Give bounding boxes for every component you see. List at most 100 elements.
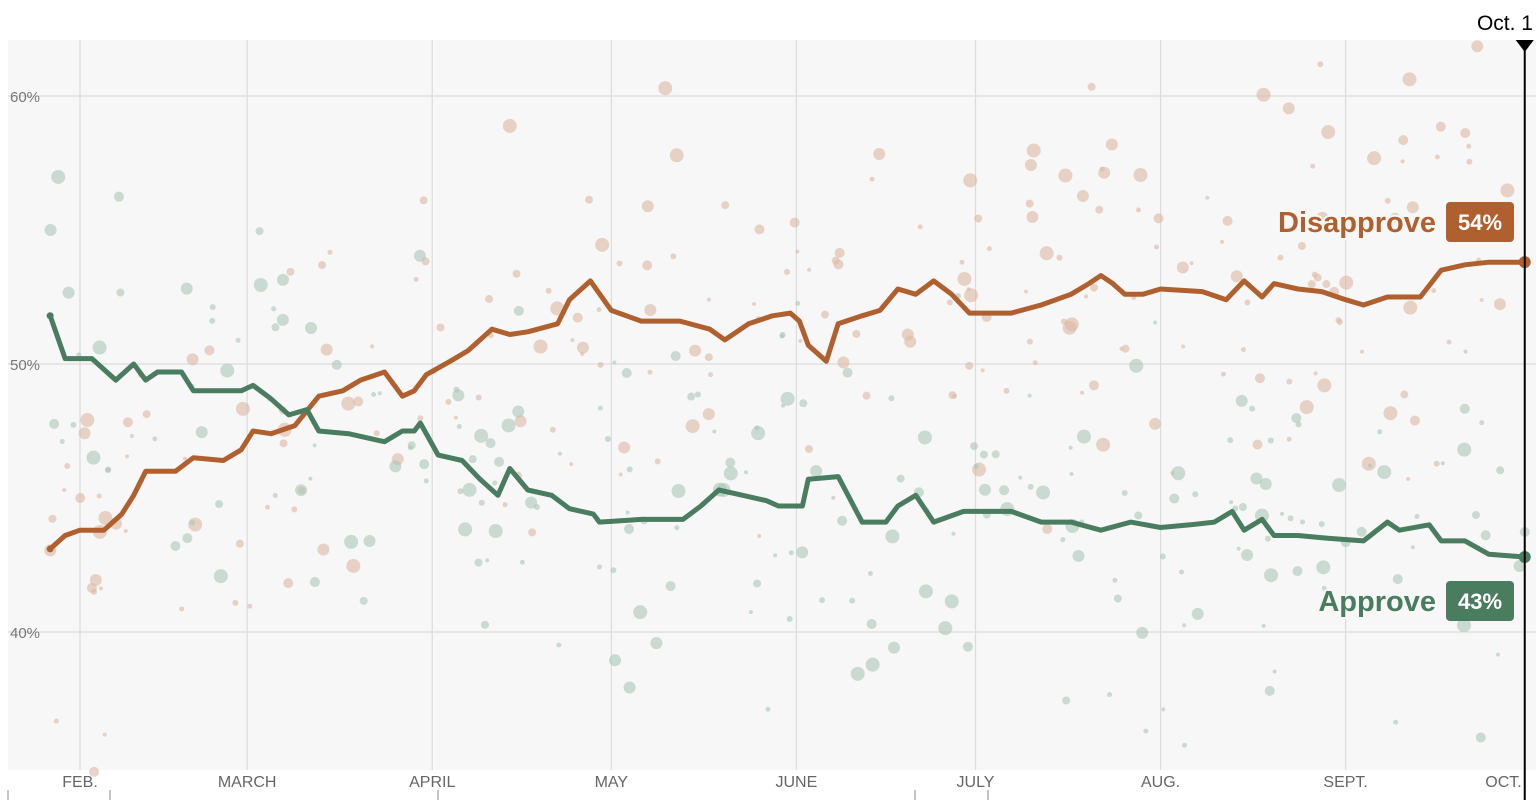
poll-dot <box>1256 87 1271 102</box>
poll-dot <box>1153 320 1158 325</box>
poll-dot <box>1466 143 1472 149</box>
poll-dot <box>456 424 462 430</box>
poll-dot <box>1466 158 1473 165</box>
poll-dot <box>980 368 985 373</box>
poll-dot <box>979 450 988 459</box>
poll-dot <box>1191 607 1204 620</box>
poll-dot <box>1361 456 1376 471</box>
poll-dot <box>373 430 380 437</box>
poll-dot <box>1068 445 1073 450</box>
poll-dot <box>1161 707 1166 712</box>
poll-dot <box>1249 405 1256 412</box>
poll-dot <box>866 618 877 629</box>
poll-dot <box>1479 298 1484 303</box>
poll-dot <box>1056 254 1063 261</box>
poll-dot <box>1087 82 1096 91</box>
poll-dot <box>62 286 75 299</box>
poll-dot <box>1171 466 1186 481</box>
poll-dot <box>1280 511 1285 516</box>
poll-dot <box>528 528 537 537</box>
poll-dot <box>89 766 100 777</box>
poll-dot <box>1292 566 1303 577</box>
poll-dot <box>436 323 445 332</box>
poll-dot <box>102 732 107 737</box>
poll-dot <box>1229 500 1234 505</box>
poll-dot <box>904 335 917 348</box>
poll-dot <box>1316 560 1331 575</box>
poll-dot <box>253 277 268 292</box>
poll-dot <box>1493 298 1506 311</box>
poll-dot <box>1471 510 1480 519</box>
poll-dot <box>331 359 342 370</box>
poll-dot <box>474 558 483 567</box>
poll-dot <box>235 337 241 343</box>
poll-dot <box>1496 466 1505 475</box>
poll-dot <box>917 224 923 230</box>
poll-dot <box>1377 429 1383 435</box>
poll-dot <box>917 430 932 445</box>
poll-dot <box>1440 461 1445 466</box>
poll-dot <box>312 443 317 448</box>
poll-dot <box>962 641 973 652</box>
poll-dot <box>1332 478 1347 493</box>
poll-dot <box>625 510 630 515</box>
poll-dot <box>973 463 979 469</box>
poll-dot <box>1390 212 1401 223</box>
poll-dot <box>1264 685 1275 696</box>
current-date-marker: Oct. 1 <box>1477 12 1534 800</box>
poll-dot <box>788 550 794 556</box>
poll-dot <box>1310 163 1316 169</box>
poll-dot <box>1244 299 1251 306</box>
poll-dot <box>888 641 901 654</box>
poll-dot <box>458 522 473 537</box>
poll-dot <box>53 718 59 724</box>
poll-dot <box>658 81 673 96</box>
poll-dot <box>49 418 60 429</box>
poll-dot <box>485 295 494 304</box>
poll-dot <box>612 360 617 365</box>
poll-dot <box>757 533 762 538</box>
poll-dot <box>1299 400 1314 415</box>
poll-dot <box>485 438 496 449</box>
poll-dot <box>215 500 224 509</box>
poll-dot <box>419 459 430 470</box>
poll-dot <box>1313 273 1322 282</box>
poll-dot <box>1112 577 1118 583</box>
poll-dot <box>98 511 113 526</box>
poll-dot <box>789 217 800 228</box>
poll-dot <box>595 237 610 252</box>
poll-dot <box>1267 437 1274 444</box>
poll-dot <box>1456 618 1471 633</box>
poll-dot <box>748 610 753 615</box>
poll-dot <box>1463 349 1468 354</box>
poll-dot <box>1088 380 1099 391</box>
poll-dot <box>501 418 516 433</box>
poll-dot <box>752 301 757 306</box>
poll-dot <box>1398 135 1409 146</box>
poll-dot <box>753 579 762 588</box>
poll-dot <box>873 148 886 161</box>
poll-dot <box>276 313 289 326</box>
poll-dot <box>773 553 778 558</box>
poll-dot <box>96 493 102 499</box>
poll-dot <box>452 389 465 402</box>
poll-dot <box>1286 378 1293 385</box>
poll-dot <box>621 368 632 379</box>
poll-dot <box>389 460 402 473</box>
poll-dot <box>963 173 978 188</box>
poll-dot <box>1313 371 1318 376</box>
poll-dot <box>948 391 957 400</box>
poll-dot <box>1153 213 1164 224</box>
poll-dot <box>453 386 460 393</box>
poll-dot <box>129 433 134 438</box>
poll-dot <box>1307 280 1316 289</box>
poll-dot <box>59 439 65 445</box>
poll-dot <box>286 267 295 276</box>
poll-dot <box>86 450 101 465</box>
poll-dot <box>641 200 654 213</box>
poll-dot <box>1377 465 1392 480</box>
poll-dot <box>533 503 540 510</box>
y-tick-label: 50% <box>10 357 40 374</box>
poll-dot <box>743 470 748 475</box>
poll-dot <box>492 480 498 486</box>
